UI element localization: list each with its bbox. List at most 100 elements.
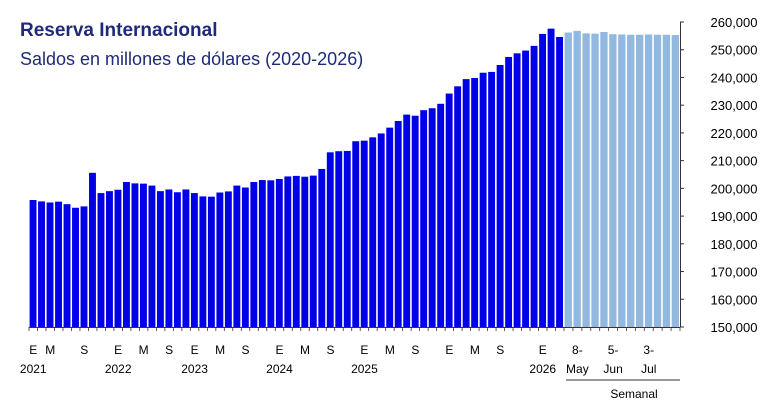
bar-monthly xyxy=(360,140,368,327)
bar-monthly xyxy=(403,114,411,327)
bar-monthly xyxy=(148,185,156,327)
x-week-day-label: 5- xyxy=(608,343,619,357)
chart-subtitle: Saldos en millones de dólares (2020-2026… xyxy=(20,49,364,69)
bar-monthly xyxy=(55,201,62,327)
x-month-label: E xyxy=(29,343,37,357)
bar-weekly xyxy=(662,34,671,327)
bar-weekly xyxy=(564,32,572,327)
bar-monthly xyxy=(267,180,275,327)
x-year-label: 2021 xyxy=(20,362,47,376)
bar-monthly xyxy=(29,200,37,327)
x-month-label: M xyxy=(45,343,55,357)
bar-monthly xyxy=(156,191,164,327)
bar-monthly xyxy=(216,192,224,327)
y-tick-label: 220,000 xyxy=(711,126,758,141)
y-tick-label: 150,000 xyxy=(711,320,758,335)
x-month-label: S xyxy=(411,343,419,357)
x-month-label: M xyxy=(215,343,225,357)
bar-monthly xyxy=(233,185,241,327)
bar-monthly xyxy=(343,150,351,327)
y-tick-label: 210,000 xyxy=(711,154,758,169)
x-month-label: M xyxy=(139,343,149,357)
bar-monthly xyxy=(471,78,479,327)
chart-title: Reserva Internacional xyxy=(20,20,218,41)
x-month-label: S xyxy=(326,343,334,357)
bar-weekly xyxy=(573,30,581,328)
bar-monthly xyxy=(241,187,249,327)
x-month-label: E xyxy=(445,343,453,357)
bar-monthly xyxy=(445,93,453,327)
bar-monthly xyxy=(437,103,445,327)
bar-monthly xyxy=(250,181,258,327)
bar-monthly xyxy=(72,207,79,327)
bar-monthly xyxy=(479,72,487,328)
bar-weekly xyxy=(671,35,679,327)
bar-monthly xyxy=(258,180,266,327)
x-month-label: E xyxy=(360,343,368,357)
bar-weekly xyxy=(653,34,662,327)
x-month-label: S xyxy=(80,343,88,357)
y-tick-label: 230,000 xyxy=(711,98,758,113)
bar-monthly xyxy=(80,206,88,327)
x-month-label: E xyxy=(114,343,122,357)
bar-monthly xyxy=(539,33,547,328)
bar-weekly xyxy=(582,33,590,328)
bar-monthly xyxy=(114,189,122,327)
bar-monthly xyxy=(488,71,496,327)
x-year-label: 2025 xyxy=(351,362,378,376)
bar-monthly xyxy=(556,36,563,327)
x-month-label: M xyxy=(385,343,395,357)
bar-monthly xyxy=(394,120,402,328)
y-tick-label: 200,000 xyxy=(711,181,758,196)
bar-monthly xyxy=(123,181,130,327)
bar-monthly xyxy=(513,53,521,327)
bar-monthly xyxy=(530,45,538,327)
bar-monthly xyxy=(284,176,292,327)
bar-monthly xyxy=(335,151,343,327)
bar-monthly xyxy=(454,86,462,327)
y-tick-label: 240,000 xyxy=(711,70,758,85)
x-year-label: 2022 xyxy=(105,362,132,376)
bar-monthly xyxy=(292,175,300,327)
bar-weekly xyxy=(591,33,599,328)
bar-monthly xyxy=(352,141,360,327)
bar-monthly xyxy=(411,115,419,327)
x-month-label: S xyxy=(496,343,504,357)
bar-monthly xyxy=(63,204,71,327)
bar-weekly xyxy=(644,34,653,327)
bar-weekly xyxy=(609,34,617,327)
x-year-label: 2026 xyxy=(529,362,556,376)
bar-monthly xyxy=(224,191,232,327)
bar-monthly xyxy=(190,193,198,327)
bar-monthly xyxy=(46,202,54,327)
bar-monthly xyxy=(522,50,530,328)
bar-monthly xyxy=(462,79,470,328)
bar-monthly xyxy=(377,133,385,327)
x-week-day-label: 8- xyxy=(572,343,583,357)
x-year-label: 2024 xyxy=(266,362,293,376)
bar-monthly xyxy=(89,172,96,327)
bar-monthly xyxy=(38,201,45,327)
y-tick-label: 260,000 xyxy=(711,15,758,30)
bar-monthly xyxy=(318,168,326,327)
bar-weekly xyxy=(600,31,608,327)
y-tick-label: 250,000 xyxy=(711,43,758,58)
bar-monthly xyxy=(182,189,190,327)
bar-monthly xyxy=(106,191,113,327)
bar-monthly xyxy=(428,108,436,327)
bar-weekly xyxy=(618,34,626,327)
bar-monthly xyxy=(309,175,317,327)
bar-monthly xyxy=(173,192,181,327)
x-week-month-label: Jun xyxy=(603,362,622,376)
x-month-label: E xyxy=(191,343,199,357)
x-month-label: S xyxy=(165,343,173,357)
bar-monthly xyxy=(97,193,105,327)
y-tick-label: 170,000 xyxy=(711,265,758,280)
bar-monthly xyxy=(505,56,513,327)
bar-monthly xyxy=(386,127,394,327)
y-tick-label: 160,000 xyxy=(711,292,758,307)
bar-monthly xyxy=(547,28,555,328)
x-month-label: S xyxy=(242,343,250,357)
y-tick-label: 190,000 xyxy=(711,209,758,224)
bar-monthly xyxy=(165,189,173,327)
